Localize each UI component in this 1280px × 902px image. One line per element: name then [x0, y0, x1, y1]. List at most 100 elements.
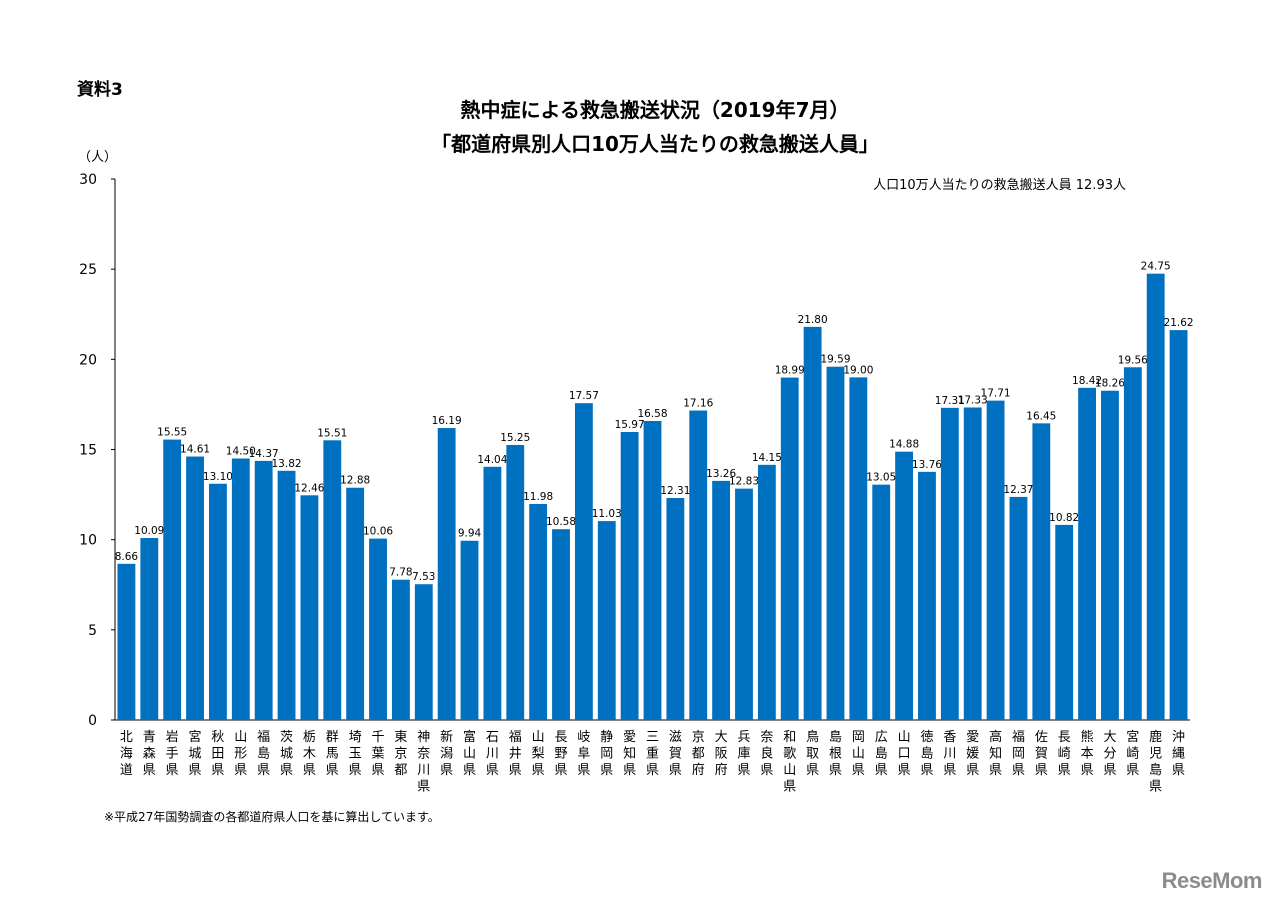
x-category-label: 兵庫県 — [737, 730, 750, 778]
bar — [163, 439, 182, 720]
x-category-label: 大分県 — [1103, 730, 1116, 778]
bar-value-label: 14.88 — [889, 439, 919, 451]
bar — [346, 487, 365, 720]
bar-value-label: 14.37 — [249, 448, 279, 460]
bar — [1032, 423, 1051, 720]
bar-value-label: 15.55 — [157, 427, 187, 439]
chart-title: 熱中症による救急搬送状況（2019年7月） — [460, 98, 850, 122]
bar-value-label: 17.57 — [569, 390, 599, 402]
bar — [986, 400, 1005, 720]
bar-value-label: 19.00 — [843, 364, 873, 376]
bar — [529, 503, 548, 720]
x-category-label: 熊本県 — [1081, 729, 1094, 778]
chart-subtitle: 「都道府県別人口10万人当たりの救急搬送人員」 — [431, 132, 879, 156]
bar — [391, 579, 410, 720]
bar — [277, 470, 296, 720]
bar-value-label: 11.98 — [523, 491, 553, 503]
bar — [1169, 330, 1188, 720]
bar-value-label: 17.16 — [683, 398, 713, 410]
x-category-label: 神奈川県 — [417, 730, 430, 795]
y-tick-label: 0 — [88, 713, 97, 729]
x-category-label: 鹿児島県 — [1149, 729, 1162, 795]
x-category-label: 滋賀県 — [669, 730, 682, 778]
document-label: 資料3 — [77, 80, 123, 100]
bar-value-label: 12.88 — [340, 475, 370, 487]
x-category-label: 秋田県 — [211, 730, 224, 778]
x-category-label: 沖縄県 — [1172, 730, 1185, 778]
x-category-label: 富山県 — [463, 729, 476, 778]
bar — [300, 495, 319, 720]
y-tick-label: 30 — [79, 172, 97, 188]
bar-value-label: 18.99 — [775, 365, 805, 377]
bar — [826, 366, 845, 720]
bar-value-label: 14.15 — [752, 452, 782, 464]
bar — [140, 538, 159, 720]
bar — [574, 403, 593, 720]
x-category-label: 京都府 — [692, 730, 705, 778]
bar — [895, 451, 914, 720]
x-category-label: 岩手県 — [166, 730, 179, 778]
y-tick-label: 5 — [88, 623, 97, 639]
bar-value-label: 15.97 — [615, 419, 645, 431]
x-category-label: 長崎県 — [1058, 730, 1071, 778]
x-category-label: 広島県 — [875, 730, 888, 778]
bar — [186, 456, 204, 720]
x-category-label: 東京都 — [394, 729, 407, 778]
bar — [460, 540, 479, 720]
bar-value-label: 8.66 — [115, 551, 139, 563]
x-category-label: 鳥取県 — [806, 730, 819, 778]
bar-value-label: 13.26 — [706, 468, 736, 480]
bar — [620, 432, 639, 720]
y-tick-label: 15 — [79, 443, 97, 459]
x-category-label: 三重県 — [646, 730, 659, 778]
bar — [231, 458, 250, 720]
x-category-label: 福井県 — [509, 730, 522, 778]
bar — [1101, 390, 1119, 720]
x-category-label: 岡山県 — [852, 730, 865, 778]
bar — [643, 421, 662, 720]
bar-value-label: 12.83 — [729, 476, 759, 488]
bar-value-label: 9.94 — [458, 528, 482, 540]
bar-value-label: 11.03 — [592, 508, 622, 520]
bar — [552, 529, 570, 720]
bar-value-label: 21.62 — [1164, 317, 1194, 329]
x-category-label: 山口県 — [898, 730, 911, 778]
bar-value-label: 17.33 — [958, 394, 988, 406]
x-category-label: 新潟県 — [440, 729, 453, 778]
bar — [597, 521, 616, 720]
bar-value-label: 15.25 — [500, 432, 530, 444]
bar — [209, 483, 227, 720]
bar-value-label: 18.42 — [1072, 375, 1102, 387]
bar-value-label: 13.10 — [203, 471, 233, 483]
x-category-label: 奈良県 — [760, 730, 773, 778]
x-category-label: 長野県 — [555, 730, 568, 778]
bar-value-label: 16.19 — [432, 415, 462, 427]
bar-value-label: 12.46 — [294, 482, 324, 494]
x-category-label: 愛知県 — [623, 730, 636, 778]
x-category-label: 高知県 — [989, 729, 1002, 778]
bar-value-label: 10.58 — [546, 516, 576, 528]
bar — [872, 484, 891, 720]
watermark-logo: ReseMom — [1161, 868, 1263, 893]
bar — [963, 407, 982, 720]
x-category-label: 徳島県 — [920, 730, 933, 778]
bar — [940, 407, 959, 720]
bar-value-label: 12.37 — [1003, 484, 1033, 496]
bar-value-label: 13.82 — [272, 458, 302, 470]
bar-value-label: 14.04 — [477, 454, 507, 466]
bar — [849, 377, 868, 720]
bar — [414, 584, 433, 720]
x-category-label: 宮城県 — [189, 729, 202, 778]
x-category-label: 埼玉県 — [349, 730, 362, 778]
bar — [1055, 524, 1074, 720]
bar — [506, 444, 525, 720]
x-category-label: 静岡県 — [600, 730, 613, 778]
national-average-note: 人口10万人当たりの救急搬送人員 12.93人 — [873, 178, 1126, 193]
bar — [666, 498, 685, 720]
bar — [1078, 387, 1096, 720]
x-category-label: 佐賀県 — [1035, 730, 1048, 778]
bar-value-label: 18.26 — [1095, 378, 1125, 390]
y-axis-unit-label: （人） — [78, 150, 118, 165]
x-category-label: 千葉県 — [372, 730, 385, 778]
